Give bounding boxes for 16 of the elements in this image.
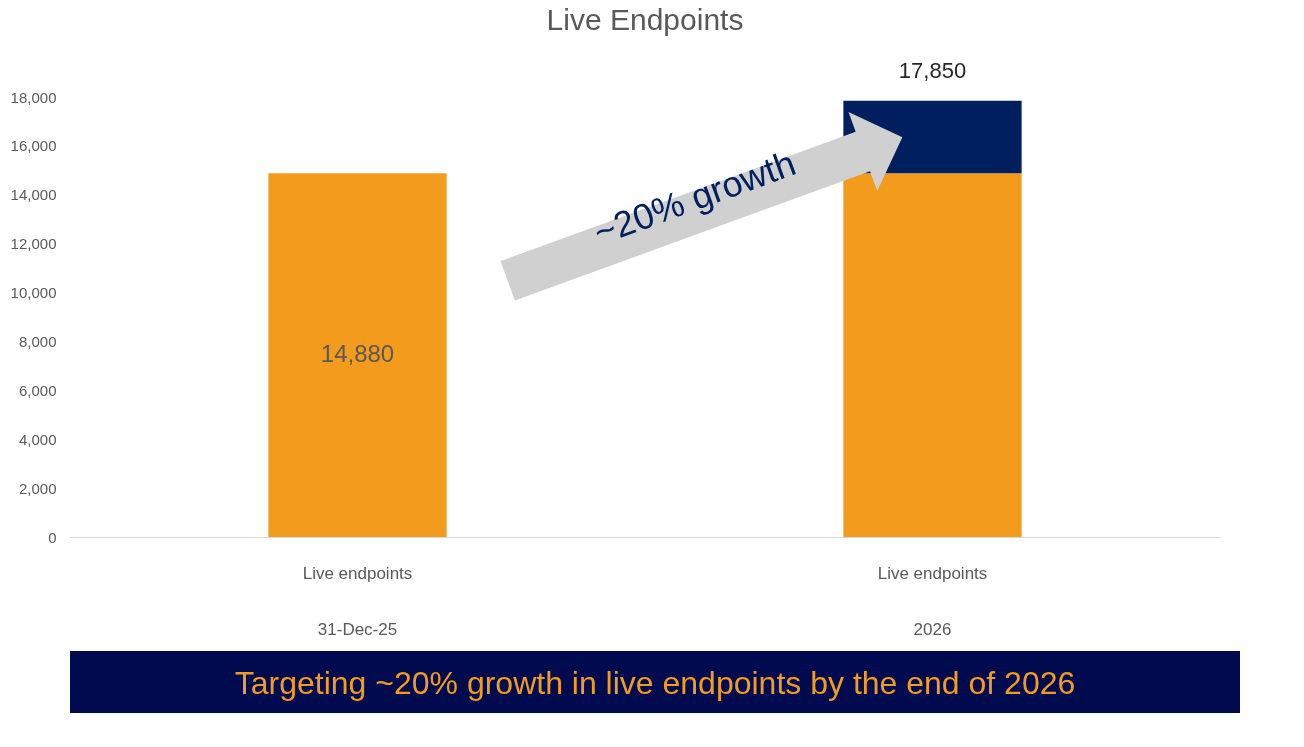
y-tick-label: 10,000 [10,284,57,302]
y-tick-label: 18,000 [10,88,57,106]
y-tick-label: 12,000 [10,235,57,253]
category-label: Live endpoints 31-Dec-25 [302,563,413,639]
chart-title: Live Endpoints [546,2,744,36]
y-tick-label: 6,000 [18,381,57,399]
y-tick-label: 2,000 [18,479,57,497]
y-tick-label: 0 [48,528,57,546]
y-tick-label: 14,000 [10,186,57,204]
y-tick-label: 4,000 [18,430,57,448]
y-tick-label: 8,000 [18,332,57,350]
data-label: 14,880 [320,340,395,368]
text: Targeting ~20% growth in live endpoints by the end of 2026 [234,665,1076,701]
y-tick-label: 16,000 [10,137,57,155]
category-label: Live endpoints 2026 [877,563,988,639]
total-label: 17,850 [898,57,967,83]
